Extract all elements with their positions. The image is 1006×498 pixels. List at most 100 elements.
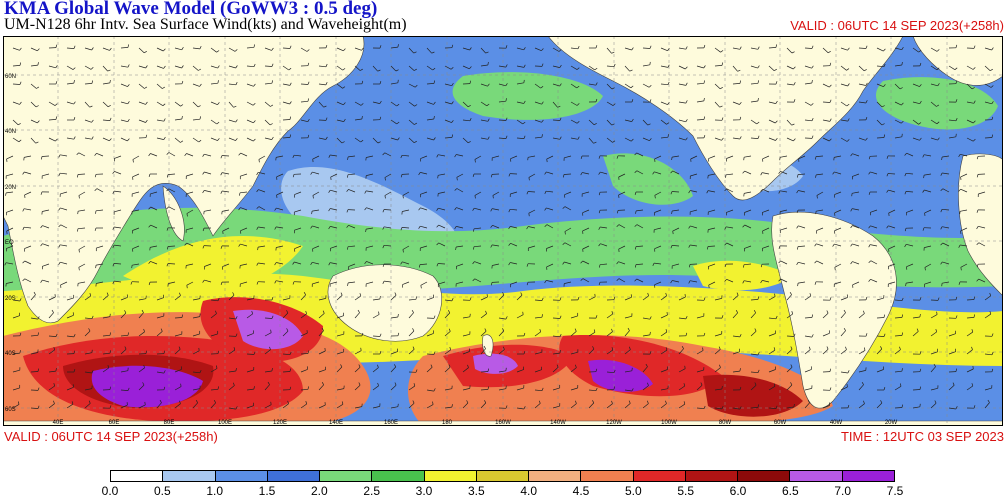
wind-barb (787, 336, 794, 337)
lat-label: 40S (5, 351, 16, 357)
wind-barb-flag (362, 116, 363, 119)
wind-barb-flag (493, 195, 494, 198)
wind-barb (168, 246, 175, 247)
wind-barb-flag (110, 80, 111, 83)
wind-barb-flag (529, 177, 530, 180)
wind-barb-flag (96, 265, 97, 268)
wind-barb (877, 138, 884, 139)
wind-barb (384, 210, 391, 211)
wind-barb (31, 372, 38, 373)
wind-barb-flag (403, 195, 404, 198)
wind-barb (168, 264, 175, 265)
wind-barb-flag (182, 116, 183, 119)
valid-time-bottom: VALID : 06UTC 14 SEP 2023(+258h) (4, 429, 218, 444)
wind-barb (877, 318, 884, 319)
init-time: TIME : 12UTC 03 SEP 2023 (841, 429, 1004, 444)
legend-bin (529, 470, 581, 482)
wind-barb (499, 120, 506, 121)
legend-bin (372, 470, 424, 482)
wind-barb (481, 372, 488, 373)
wind-barb (438, 264, 445, 265)
wind-barb (564, 174, 571, 175)
wind-barb (888, 174, 895, 175)
lat-label: 20S (5, 296, 16, 302)
wind-barb (823, 102, 830, 103)
wind-barb-flag (258, 247, 259, 250)
wind-barb-flag (794, 404, 795, 407)
wind-barb-flag (726, 175, 727, 178)
wind-barb (265, 66, 272, 67)
wind-barb (222, 156, 229, 157)
wind-barb (643, 48, 650, 49)
wind-barb (967, 300, 974, 301)
legend-bin (320, 470, 372, 482)
wind-barb-flag (812, 80, 813, 83)
wind-barb (301, 354, 308, 355)
legend-bin (477, 470, 529, 482)
wind-barb (247, 354, 254, 355)
lat-label: 40N (5, 129, 16, 135)
wind-barb-flag (672, 211, 673, 214)
wind-barb (175, 318, 182, 319)
wind-barb-flag (685, 366, 686, 369)
legend-bin (425, 470, 477, 482)
wind-barb (283, 372, 290, 373)
wind-barb (301, 84, 308, 85)
legend-bin (216, 470, 268, 482)
wind-barb (859, 48, 866, 49)
wind-barb-flag (312, 211, 313, 214)
wind-barb-flag (709, 285, 710, 288)
valid-time-top: VALID : 06UTC 14 SEP 2023(+258h) (790, 18, 1004, 33)
lat-label: 20N (5, 185, 16, 191)
wind-barb (283, 120, 290, 121)
wind-barb (283, 48, 290, 49)
wind-barb-flag (920, 314, 921, 317)
wind-barb (672, 192, 679, 193)
wind-barb-flag (668, 134, 669, 137)
wind-barb-flag (937, 312, 938, 315)
lat-label: 60S (5, 407, 16, 413)
legend-bin (790, 470, 842, 482)
wind-barb (78, 174, 85, 175)
wind-barb-flag (529, 213, 530, 216)
legend-bin (268, 470, 320, 482)
wind-barb-flag (547, 159, 548, 162)
wind-barb-flag (902, 62, 903, 65)
wind-barb (373, 336, 380, 337)
wind-barb (805, 48, 812, 49)
legend-bin (686, 470, 738, 482)
color-legend (110, 470, 895, 482)
wind-barb-flag (366, 229, 367, 232)
wind-barb (913, 390, 920, 391)
wind-barb (42, 156, 49, 157)
lat-label: EQ (5, 240, 14, 246)
wind-barb (985, 138, 992, 139)
wind-barb (528, 192, 535, 193)
wind-barb-flag (942, 157, 943, 160)
wind-barb (553, 120, 560, 121)
legend-bin (843, 470, 895, 482)
wind-barb-flag (96, 211, 97, 214)
wind-barb-flag (187, 285, 188, 288)
wind-barb-flag (672, 157, 673, 160)
wind-barb-flag (523, 312, 524, 315)
legend-bin (738, 470, 790, 482)
wind-barb-flag (722, 386, 723, 389)
wind-barb-flag (704, 98, 705, 101)
legend-bin (110, 470, 163, 482)
wind-barb-flag (361, 348, 362, 351)
wind-barb-flag (456, 247, 457, 250)
legend-bin (634, 470, 686, 482)
wind-barb (265, 318, 272, 319)
lat-label: 60N (5, 74, 16, 80)
wind-barb-flag (542, 314, 543, 317)
wind-barb-flag (398, 314, 399, 317)
wind-barb-flag (380, 296, 381, 299)
wind-barb-flag (181, 384, 182, 387)
wind-barb-flag (145, 402, 146, 405)
map-subtitle: UM-N128 6hr Intv. Sea Surface Wind(kts) … (4, 16, 407, 34)
wind-barb-flag (835, 267, 836, 270)
wind-barb (708, 246, 715, 247)
wave-height-map: 60N 40N 20N EQ 20S 40S 60S 40E 60E 80E 1… (3, 36, 1003, 426)
legend-bin (163, 470, 215, 482)
